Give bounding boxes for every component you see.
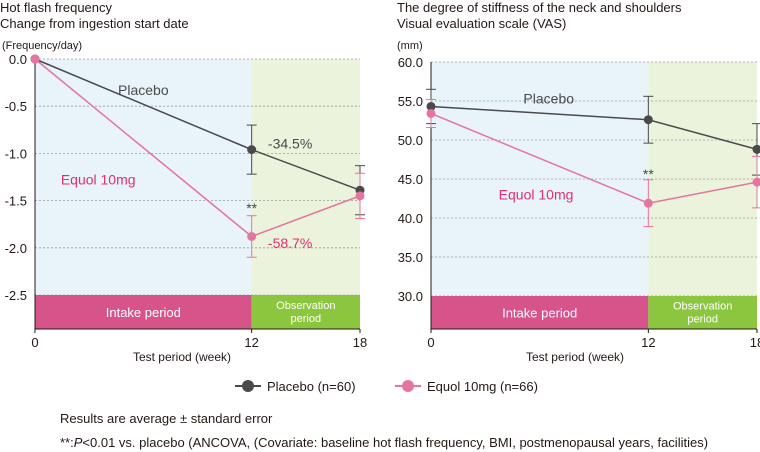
data-point-placebo [643, 115, 653, 125]
annotation: Placebo [523, 90, 574, 106]
note-results: Results are average ± standard error [60, 411, 273, 426]
annotation: Equol 10mg [499, 186, 574, 202]
period-label: period [291, 313, 322, 325]
y-tick-label: 35.0 [398, 250, 423, 265]
chart-neck-shoulder-stiffness: The degree of stiffness of the neck and … [397, 0, 760, 364]
annotation: ** [643, 166, 654, 182]
period-label: Intake period [106, 305, 181, 320]
y-tick-label: 40.0 [398, 211, 423, 226]
data-point-equol [752, 177, 760, 187]
x-tick-label: 18 [353, 335, 367, 350]
data-point-placebo [247, 145, 257, 155]
y-tick-label: 0.0 [9, 52, 27, 67]
chart-subtitle: Visual evaluation scale (VAS) [397, 16, 566, 31]
chart-title: The degree of stiffness of the neck and … [397, 0, 682, 15]
chart-subtitle: Change from ingestion start date [0, 16, 189, 31]
note-significance-text: <0.01 vs. placebo (ANCOVA, (Covariate: b… [82, 435, 709, 450]
note-significance: **:P<0.01 vs. placebo (ANCOVA, (Covariat… [60, 435, 708, 450]
period-bar-intake [35, 295, 252, 329]
period-label: Observation [673, 301, 732, 313]
legend-label: Placebo (n=60) [267, 379, 356, 394]
period-label: period [687, 314, 718, 326]
y-axis-label: (mm) [397, 40, 423, 52]
period-label: Intake period [502, 306, 577, 321]
annotation: Placebo [118, 82, 169, 98]
y-tick-label: 30.0 [398, 289, 423, 304]
x-tick-label: 12 [244, 335, 258, 350]
legend-label: Equol 10mg (n=66) [427, 379, 538, 394]
annotation: Equol 10mg [61, 172, 136, 188]
annotation: ** [246, 200, 257, 216]
y-tick-label: 50.0 [398, 133, 423, 148]
y-tick-label: -1.5 [5, 194, 27, 209]
y-tick-label: 60.0 [398, 55, 423, 70]
period-background-observation [648, 62, 757, 296]
period-bar-intake [431, 296, 649, 329]
data-point-placebo [426, 101, 436, 111]
x-tick-label: 18 [750, 335, 760, 350]
x-axis-label: Test period (week) [526, 350, 624, 364]
data-point-equol [426, 108, 436, 118]
period-bar-observation [251, 295, 360, 329]
y-axis-label: (Frequency/day) [2, 40, 82, 52]
y-tick-label: -2.0 [5, 241, 27, 256]
note-significance-prefix: **: [60, 435, 74, 450]
data-point-placebo [752, 144, 760, 154]
period-bar-observation [648, 296, 757, 329]
annotation: -34.5% [268, 136, 312, 152]
x-axis-label: Test period (week) [133, 350, 231, 364]
chart-title: Hot flash frequency [0, 0, 113, 15]
note-significance-p: P [73, 435, 83, 450]
x-tick-label: 0 [31, 335, 38, 350]
data-point-equol [643, 198, 653, 208]
data-point-equol [30, 54, 40, 64]
y-tick-label: -2.5 [5, 288, 27, 303]
annotation: -58.7% [268, 235, 312, 251]
y-tick-label: -1.0 [5, 146, 27, 161]
data-point-equol [247, 231, 257, 241]
legend-marker [402, 380, 414, 392]
period-background-observation [251, 59, 360, 295]
legend: Placebo (n=60) Equol 10mg (n=66) [235, 379, 538, 394]
period-label: Observation [276, 300, 335, 312]
data-point-equol [355, 191, 365, 201]
y-tick-label: 55.0 [398, 94, 423, 109]
y-tick-label: 45.0 [398, 172, 423, 187]
legend-marker [242, 380, 254, 392]
x-tick-label: 12 [641, 335, 655, 350]
y-tick-label: -0.5 [5, 99, 27, 114]
x-tick-label: 0 [427, 335, 434, 350]
period-background-intake [35, 59, 252, 295]
